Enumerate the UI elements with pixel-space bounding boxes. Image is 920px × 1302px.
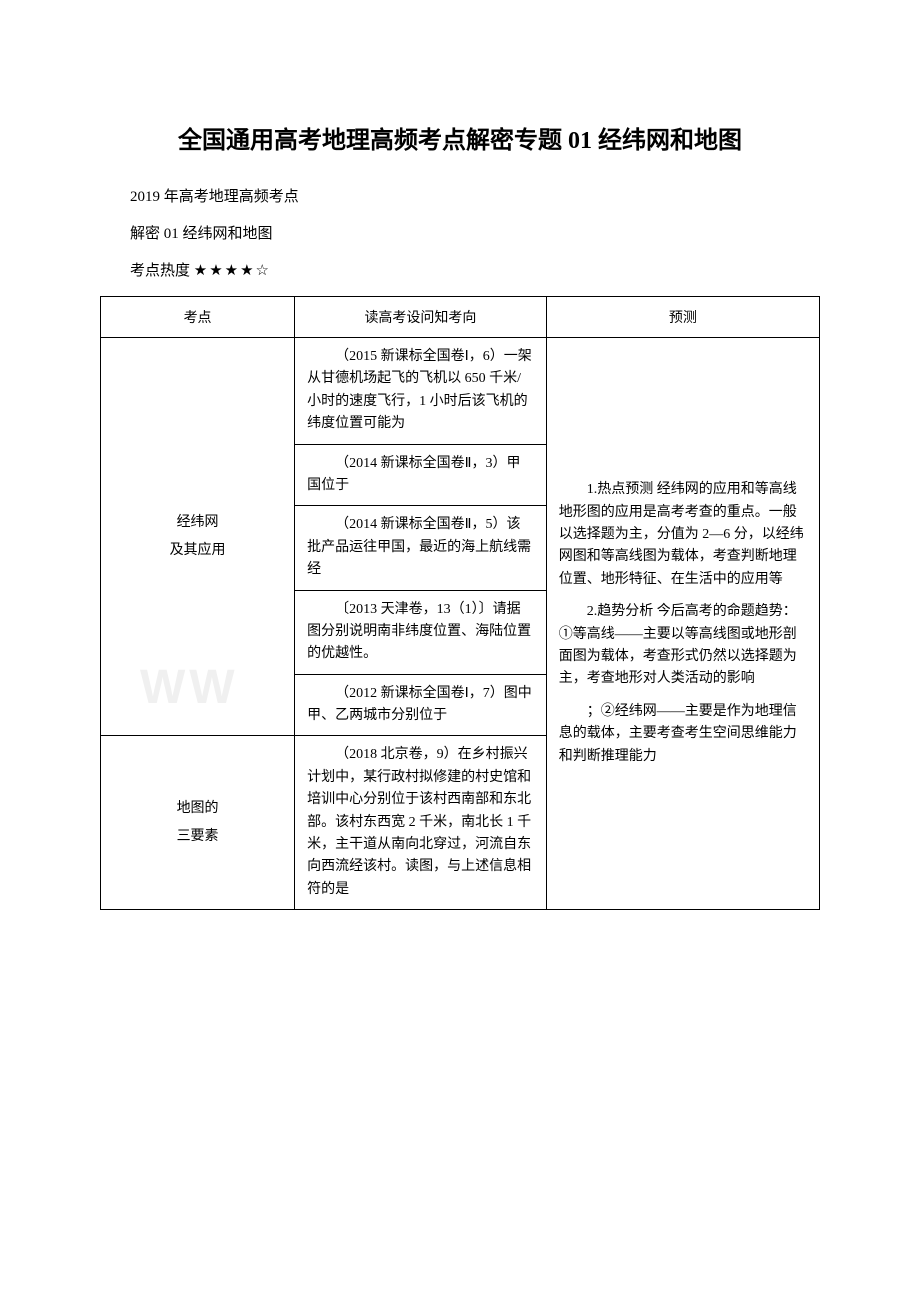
question-cell: 〔2013 天津卷，13（1）〕请据图分别说明南非纬度位置、海陆位置的优越性。 xyxy=(295,590,547,674)
header-col3: 预测 xyxy=(546,297,819,338)
page-title: 全国通用高考地理高频考点解密专题 01 经纬网和地图 xyxy=(100,120,820,155)
prediction-para2: 2.趋势分析 今后高考的命题趋势：①等高线——主要以等高线图或地形剖面图为载体，… xyxy=(559,601,807,691)
question-cell: （2014 新课标全国卷Ⅱ，3）甲国位于 xyxy=(295,444,547,506)
question-cell: （2018 北京卷，9）在乡村振兴计划中，某行政村拟修建的村史馆和培训中心分别位… xyxy=(295,736,547,910)
intro-line-3: 考点热度 ★★★★☆ xyxy=(100,259,820,280)
intro-line-2: 解密 01 经纬网和地图 xyxy=(100,222,820,243)
question-cell: （2014 新课标全国卷Ⅱ，5）该批产品运往甲国，最近的海上航线需经 xyxy=(295,506,547,590)
header-col2: 读高考设问知考向 xyxy=(295,297,547,338)
topic2-line2: 三要素 xyxy=(113,823,282,851)
exam-topics-table: 考点 读高考设问知考向 预测 经纬网 及其应用 （2015 新课标全国卷Ⅰ，6）… xyxy=(100,296,820,910)
prediction-para1: 1.热点预测 经纬网的应用和等高线地形图的应用是高考考查的重点。一般以选择题为主… xyxy=(559,479,807,591)
topic1-line1: 经纬网 xyxy=(113,509,282,537)
topic1-line2: 及其应用 xyxy=(113,537,282,565)
prediction-para3: ；②经纬网——主要是作为地理信息的载体，主要考查考生空间思维能力和判断推理能力 xyxy=(559,701,807,768)
table-header-row: 考点 读高考设问知考向 预测 xyxy=(101,297,820,338)
intro-line-1: 2019 年高考地理高频考点 xyxy=(100,185,820,206)
topic2-line1: 地图的 xyxy=(113,795,282,823)
topic-cell-1: 经纬网 及其应用 xyxy=(101,338,295,736)
prediction-cell: 1.热点预测 经纬网的应用和等高线地形图的应用是高考考查的重点。一般以选择题为主… xyxy=(546,338,819,910)
question-cell: （2012 新课标全国卷Ⅰ，7）图中甲、乙两城市分别位于 xyxy=(295,674,547,736)
question-cell: （2015 新课标全国卷Ⅰ，6）一架从甘德机场起飞的飞机以 650 千米/小时的… xyxy=(295,338,547,445)
intro3-label: 考点热度 xyxy=(130,263,194,279)
header-col1: 考点 xyxy=(101,297,295,338)
table-row: 经纬网 及其应用 （2015 新课标全国卷Ⅰ，6）一架从甘德机场起飞的飞机以 6… xyxy=(101,338,820,445)
intro3-stars: ★★★★☆ xyxy=(194,263,271,279)
topic-cell-2: 地图的 三要素 xyxy=(101,736,295,910)
